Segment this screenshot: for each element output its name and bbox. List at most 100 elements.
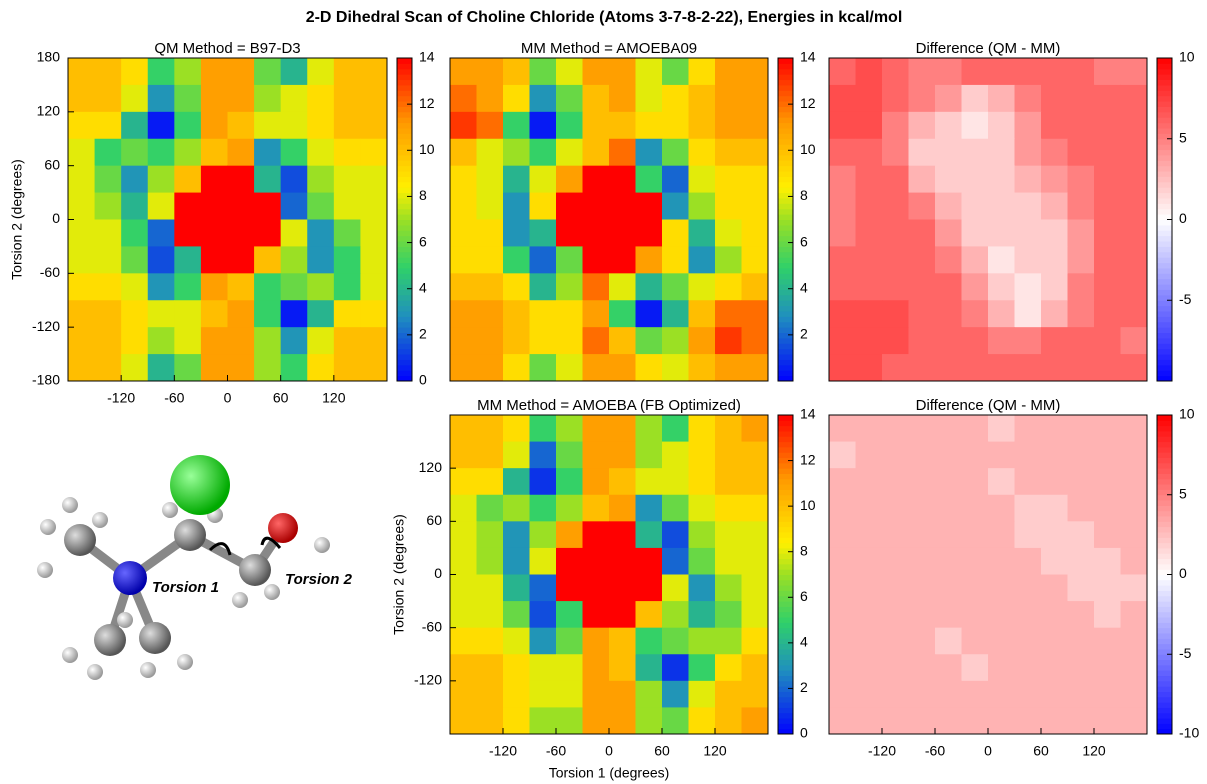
heatmap-cell — [148, 300, 175, 327]
heatmap-cell — [882, 468, 909, 495]
heatmap-cell — [1094, 139, 1121, 166]
heatmap-cell — [583, 415, 610, 442]
heatmap-cell — [935, 139, 962, 166]
heatmap-cell — [1068, 246, 1095, 273]
heatmap-cell — [935, 654, 962, 681]
heatmap-cell — [556, 246, 583, 273]
x-tick-label: 60 — [273, 390, 289, 406]
heatmap-cell — [503, 548, 530, 575]
heatmap-cell — [503, 354, 530, 381]
colorbar-step — [1157, 723, 1172, 729]
heatmap-cell — [962, 112, 989, 139]
heatmap-cell — [228, 112, 255, 139]
heatmap-cell — [909, 654, 936, 681]
heatmap-cell — [360, 246, 387, 273]
heatmap-cell — [829, 58, 856, 85]
heatmap-cell — [148, 85, 175, 112]
heatmap-cell — [530, 193, 557, 220]
heatmap-cell — [856, 139, 883, 166]
heatmap-cell — [1041, 681, 1068, 708]
colorbar-tick-label: 8 — [800, 187, 808, 203]
heatmap-cell — [530, 521, 557, 548]
heatmap-cell — [1121, 166, 1148, 193]
heatmap-panel — [68, 58, 388, 382]
heatmap-cell — [228, 220, 255, 247]
colorbar-step — [1157, 150, 1172, 156]
heatmap-cell — [636, 193, 663, 220]
heatmap-cell — [882, 442, 909, 469]
heatmap-cell — [530, 628, 557, 655]
heatmap-cell — [583, 166, 610, 193]
colorbar-step — [778, 58, 793, 64]
heatmap-cell — [715, 681, 742, 708]
heatmap-cell — [742, 654, 769, 681]
heatmap-cell — [742, 354, 769, 381]
colorbar-step — [1157, 654, 1172, 660]
heatmap-cell — [829, 246, 856, 273]
colorbar-step — [397, 166, 412, 172]
heatmap-panel — [450, 415, 769, 735]
heatmap-cell — [1041, 327, 1068, 354]
colorbar-step — [397, 316, 412, 322]
heatmap-cell — [1041, 85, 1068, 112]
heatmap-cell — [228, 58, 255, 85]
heatmap-cell — [662, 193, 689, 220]
colorbar-step — [778, 617, 793, 623]
heatmap-cell — [742, 521, 769, 548]
heatmap-cell — [477, 654, 504, 681]
heatmap-cell — [281, 193, 308, 220]
heatmap-cell — [1068, 354, 1095, 381]
heatmap-cell — [254, 220, 281, 247]
heatmap-cell — [909, 628, 936, 655]
heatmap-cell — [201, 112, 228, 139]
heatmap-cell — [148, 220, 175, 247]
heatmap-cell — [307, 166, 334, 193]
heatmap-cell — [334, 85, 361, 112]
heatmap-cell — [503, 300, 530, 327]
x-axis-label: Torsion 1 (degrees) — [549, 765, 670, 781]
heatmap-cell — [450, 707, 477, 734]
heatmap-cell — [174, 193, 201, 220]
heatmap-cell — [662, 468, 689, 495]
heatmap-cell — [962, 521, 989, 548]
heatmap-cell — [583, 85, 610, 112]
heatmap-cell — [254, 354, 281, 381]
heatmap-cell — [360, 220, 387, 247]
heatmap-cell — [450, 85, 477, 112]
heatmap-cell — [935, 354, 962, 381]
heatmap-cell — [1041, 628, 1068, 655]
colorbar-step — [1157, 203, 1172, 209]
colorbar-step — [1157, 505, 1172, 511]
heatmap-cell — [689, 707, 716, 734]
heatmap-cell — [988, 327, 1015, 354]
colorbar-step — [397, 214, 412, 220]
heatmap-cell — [935, 548, 962, 575]
heatmap-cell — [121, 85, 148, 112]
colorbar-step — [1157, 182, 1172, 188]
heatmap-cell — [1121, 58, 1148, 85]
colorbar-tick-label: 8 — [419, 187, 427, 203]
heatmap-cell — [909, 548, 936, 575]
colorbar-step — [778, 686, 793, 692]
heatmap-cell — [201, 354, 228, 381]
heatmap-cell — [334, 246, 361, 273]
heatmap-cell — [636, 354, 663, 381]
colorbar-step — [397, 220, 412, 226]
colorbar-step — [397, 198, 412, 204]
colorbar-step — [1157, 436, 1172, 442]
heatmap-cell — [829, 112, 856, 139]
heatmap-cell — [1015, 193, 1042, 220]
colorbar-step — [778, 580, 793, 586]
heatmap-cell — [636, 495, 663, 522]
heatmap-cell — [68, 166, 95, 193]
colorbar-step — [778, 263, 793, 269]
heatmap-cell — [583, 707, 610, 734]
heatmap-cell — [556, 354, 583, 381]
colorbar-step — [397, 365, 412, 371]
colorbar-tick-label: 4 — [800, 279, 808, 295]
heatmap-cell — [935, 601, 962, 628]
heatmap-cell — [530, 468, 557, 495]
heatmap-cell — [882, 548, 909, 575]
heatmap-cell — [281, 166, 308, 193]
colorbar-step — [397, 139, 412, 145]
